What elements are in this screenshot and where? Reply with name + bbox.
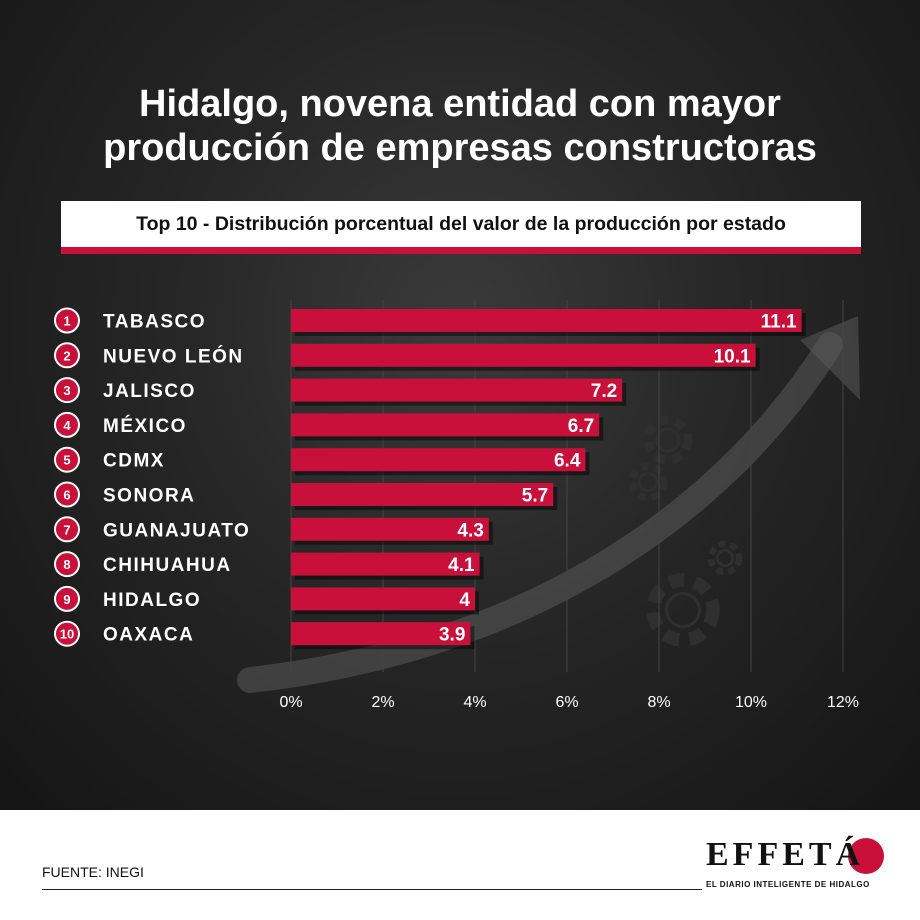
rank-badge	[54, 516, 80, 543]
gear-icon-hub	[637, 471, 659, 493]
logo-accent-mark	[848, 838, 884, 874]
growth-arrow-shaft	[237, 332, 843, 693]
x-tick-label: 10%	[735, 694, 767, 711]
bar	[291, 378, 623, 402]
title-line-1: Hidalgo, novena entidad con mayor	[139, 83, 781, 125]
rank-number: 9	[63, 592, 70, 607]
title-line-2: producción de empresas constructoras	[103, 127, 817, 169]
rank-number: 7	[63, 522, 70, 537]
chart-panel: 0% 2% 4% 6% 8% 10% 12% 1 TABASCO 11.1 2 NUEVO LEÓN 1…	[0, 0, 920, 810]
logo-wordmark: EFFETÁ	[706, 836, 865, 873]
rank-number: 1	[63, 314, 70, 329]
bar-value-label: 7.2	[591, 381, 617, 402]
x-tick-label: 4%	[463, 694, 486, 711]
category-label: HIDALGO	[103, 590, 201, 611]
source-note: FUENTE: INEGI	[42, 864, 144, 880]
footer-divider	[42, 889, 702, 890]
page-title: Hidalgo, novena entidad con mayor produc…	[0, 82, 920, 170]
rank-badge	[54, 620, 80, 647]
bar	[291, 517, 489, 541]
rank-number: 6	[63, 488, 70, 503]
category-label: JALISCO	[103, 381, 196, 402]
rank-number: 4	[63, 418, 71, 433]
chart-subtitle: Top 10 - Distribución porcentual del val…	[136, 212, 786, 235]
x-tick-label: 12%	[827, 694, 859, 711]
rank-badge	[54, 377, 80, 404]
bar-value-label: 11.1	[761, 312, 797, 333]
category-label: MÉXICO	[103, 415, 187, 437]
category-label: NUEVO LEÓN	[103, 345, 244, 367]
bar-value-label: 4.1	[448, 555, 475, 576]
gear-icon	[646, 573, 720, 647]
rank-number: 5	[63, 453, 70, 468]
rank-number: 8	[63, 557, 70, 572]
rank-badge	[54, 446, 80, 473]
bar-value-label: 5.7	[522, 486, 548, 507]
rank-number: 10	[60, 627, 74, 642]
rank-number: 2	[63, 348, 70, 363]
bar	[291, 309, 802, 332]
gear-icon	[643, 415, 693, 465]
rank-badge	[54, 551, 80, 578]
bar	[291, 448, 586, 472]
category-label: CHIHUAHUA	[103, 555, 232, 576]
gear-icon-hub	[715, 548, 735, 568]
growth-arrow-head	[800, 316, 860, 400]
rank-badge	[54, 342, 80, 369]
bar	[291, 587, 475, 611]
gear-icon	[707, 540, 743, 576]
bar-value-label: 10.1	[714, 346, 751, 367]
bar	[291, 483, 554, 506]
brand-logo: EFFETÁ EL DIARIO INTELIGENTE DE HIDALGO	[706, 836, 886, 896]
rank-badge	[54, 585, 80, 612]
bar-value-label: 3.9	[439, 625, 465, 646]
bar	[291, 622, 471, 646]
rank-number: 3	[63, 383, 70, 398]
rank-badge	[54, 307, 80, 334]
gear-icon-hub	[665, 592, 701, 628]
x-tick-label: 8%	[647, 694, 670, 711]
bar-value-label: 6.7	[568, 416, 594, 437]
subtitle-box: Top 10 - Distribución porcentual del val…	[61, 201, 861, 254]
bar-value-label: 4.3	[457, 520, 483, 541]
x-tick-label: 0%	[279, 694, 302, 711]
rank-badge	[54, 411, 80, 438]
bar-value-label: 4	[459, 590, 470, 611]
x-tick-label: 2%	[371, 694, 394, 711]
bar-value-label: 6.4	[554, 451, 581, 472]
gear-icon	[628, 462, 668, 502]
category-label: OAXACA	[103, 625, 194, 646]
rank-badge	[54, 481, 80, 508]
category-label: SONORA	[103, 486, 195, 507]
x-tick-label: 6%	[555, 694, 578, 711]
bar	[291, 413, 600, 437]
logo-tagline: EL DIARIO INTELIGENTE DE HIDALGO	[706, 880, 870, 889]
category-label: GUANAJUATO	[103, 520, 250, 541]
category-label: CDMX	[103, 451, 165, 472]
category-label: TABASCO	[103, 312, 206, 333]
chart: 0% 2% 4% 6% 8% 10% 12% 1 TABASCO 11.1 2 NUEVO LEÓN 1…	[54, 300, 860, 711]
bar	[291, 343, 756, 367]
bar	[291, 552, 480, 576]
gear-icon-hub	[655, 427, 681, 453]
